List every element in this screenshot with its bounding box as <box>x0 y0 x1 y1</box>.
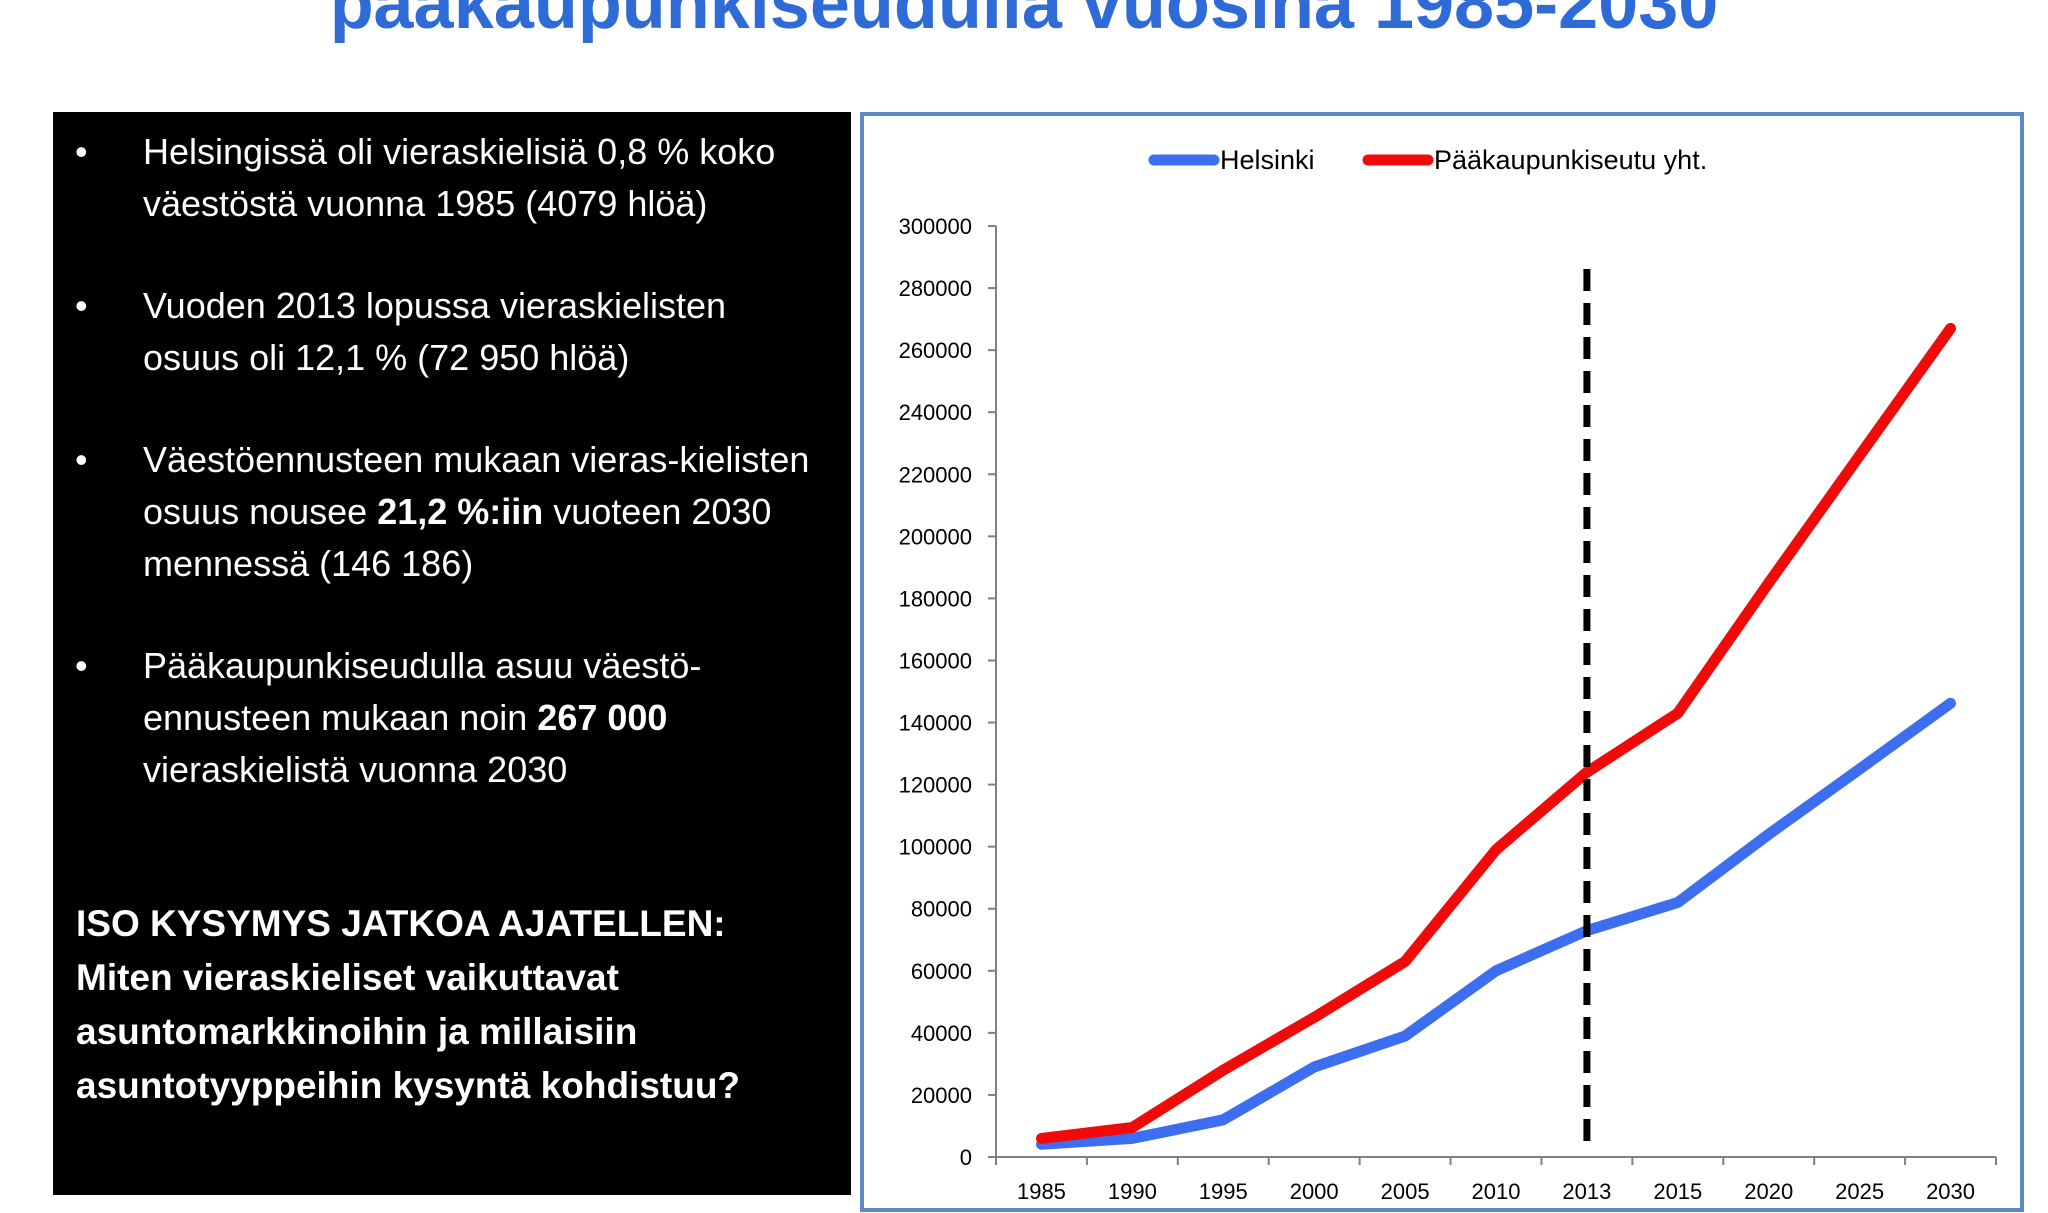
y-tick-label: 20000 <box>911 1083 972 1108</box>
y-tick-label: 0 <box>960 1145 972 1170</box>
x-tick-label: 2025 <box>1835 1179 1884 1204</box>
bullet-list: • Helsingissä oli vieraskielisiä 0,8 % ko… <box>53 126 851 846</box>
y-tick-label: 240000 <box>899 400 972 425</box>
bullet-bold-text: 21,2 %:iin <box>377 491 544 532</box>
text-panel: • Helsingissä oli vieraskielisiä 0,8 % ko… <box>53 112 851 1195</box>
legend-label: Helsinki <box>1220 145 1315 175</box>
page-title: pääkaupunkiseudulla vuosina 1985-2030 <box>329 0 1719 44</box>
x-tick-label: 2005 <box>1381 1179 1430 1204</box>
question-heading: ISO KYSYMYS JATKOA AJATELLEN: <box>76 903 726 944</box>
bullet-item: • Vuoden 2013 lopussa vieraskielisten osu… <box>53 280 851 384</box>
x-tick-label: 1995 <box>1199 1179 1248 1204</box>
line-chart: 0 20000 40000 60000 80000 100000 120000 140000 1… <box>899 145 1997 1204</box>
bullet-text: Väestöennusteen mukaan vieras-kielisten … <box>143 439 810 532</box>
y-tick-label: 180000 <box>899 586 972 611</box>
y-tick-label: 200000 <box>899 524 972 549</box>
bullet-text: Vuoden 2013 lopussa vieraskielisten osuu… <box>143 285 727 378</box>
question-body: Miten vieraskieliset vaikuttavat asuntom… <box>76 957 741 1106</box>
bullet-text-end: vuoteen 2030 mennessä (146 186) <box>143 491 772 584</box>
y-tick-label: 100000 <box>899 835 972 860</box>
y-tick-label: 220000 <box>899 462 972 487</box>
y-tick-label: 160000 <box>899 648 972 673</box>
bullet-text-end: vieraskielistä vuonna 2030 <box>143 749 568 790</box>
y-tick-label: 260000 <box>899 338 972 363</box>
chart-frame: 0 20000 40000 60000 80000 100000 120000 140000 1… <box>860 112 2024 1212</box>
legend-label: Pääkaupunkiseutu yht. <box>1434 145 1707 175</box>
y-tick-label: 300000 <box>899 214 972 239</box>
x-tick-label: 2015 <box>1653 1179 1702 1204</box>
x-tick-label: 2030 <box>1926 1179 1975 1204</box>
y-tick-label: 60000 <box>911 959 972 984</box>
bullet-dot-icon: • <box>75 439 88 480</box>
y-tick-label: 140000 <box>899 711 972 736</box>
bullet-dot-icon: • <box>75 645 88 686</box>
bullet-bold-text: 267 000 <box>537 697 668 738</box>
x-tick-label: 2020 <box>1744 1179 1793 1204</box>
y-tick-label: 80000 <box>911 897 972 922</box>
x-tick-label: 1985 <box>1017 1179 1066 1204</box>
x-tick-label: 2010 <box>1472 1179 1521 1204</box>
y-tick-label: 40000 <box>911 1021 972 1046</box>
bullet-text: Helsingissä oli vieraskielisiä 0,8 % kok… <box>143 131 776 224</box>
bullet-item: • Väestöennusteen mukaan vieras-kielisten… <box>53 434 851 590</box>
y-tick-label: 120000 <box>899 773 972 798</box>
big-question: ISO KYSYMYS JATKOA AJATELLEN: Miten vier… <box>76 897 836 1113</box>
series-line <box>1036 322 1956 1144</box>
x-tick-label: 1990 <box>1108 1179 1157 1204</box>
x-tick-label: 2013 <box>1562 1179 1611 1204</box>
bullet-item: • Helsingissä oli vieraskielisiä 0,8 % ko… <box>53 126 851 230</box>
series-line <box>1036 697 1956 1150</box>
y-tick-label: 280000 <box>899 276 972 301</box>
bullet-text: Pääkaupunkiseudulla asuu väestö-ennustee… <box>143 645 702 738</box>
bullet-dot-icon: • <box>75 285 88 326</box>
x-tick-label: 2000 <box>1290 1179 1339 1204</box>
bullet-dot-icon: • <box>75 131 88 172</box>
bullet-item: • Pääkaupunkiseudulla asuu väestö-ennuste… <box>53 640 851 796</box>
